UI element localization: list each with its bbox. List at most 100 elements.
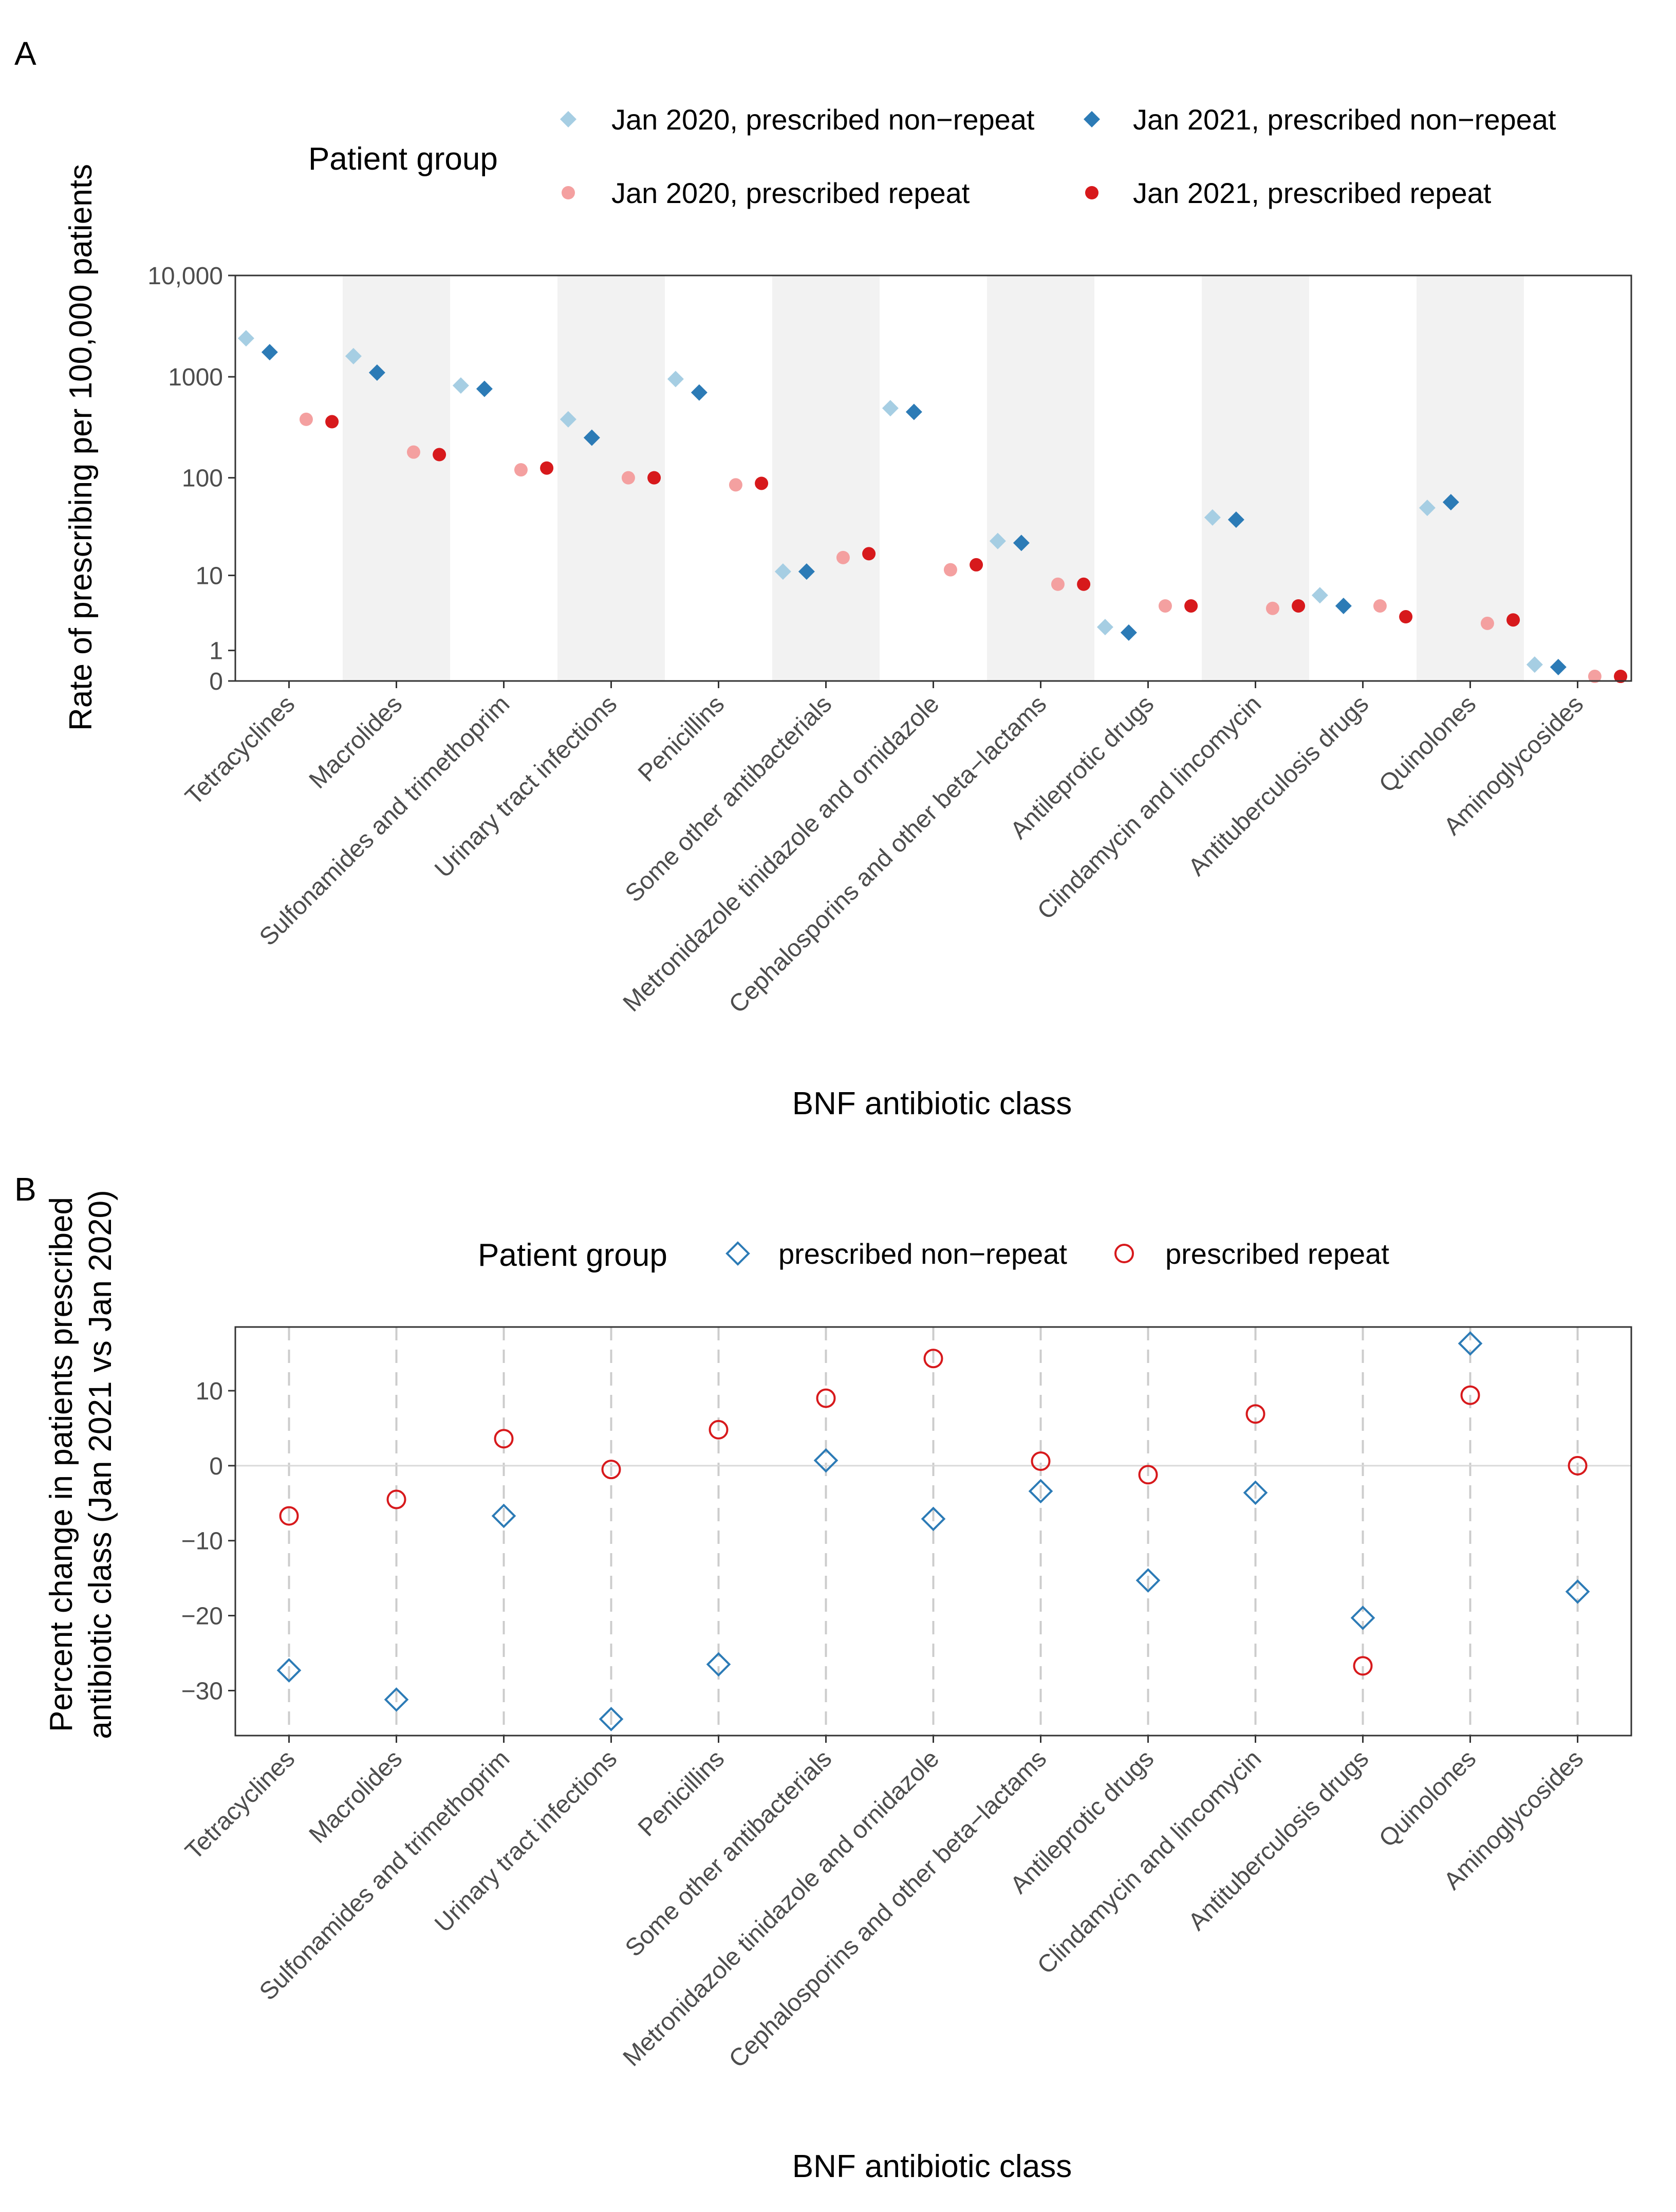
panel-a-point-repeat-2020-sulfonamides-and-trimethoprim[interactable] (514, 463, 528, 477)
panel-b-x-label-some-other-antibacterials: Some other antibacterials (620, 1745, 837, 1962)
panel-b-point-open-circle-antileprotic-drugs[interactable] (1138, 1465, 1158, 1485)
legend-a-item-nonrepeat-2020[interactable]: Jan 2020, prescribed non−repeat (560, 103, 1035, 136)
panel-a-point-repeat-2020-urinary-tract-infections[interactable] (621, 471, 635, 485)
panel-a-x-label-antituberculosis-drugs: Antituberculosis drugs (1183, 690, 1374, 881)
panel-b-point-open-diamond-antituberculosis-drugs[interactable] (1350, 1606, 1375, 1630)
panel-a-point-repeat-2021-antituberculosis-drugs[interactable] (1399, 610, 1413, 624)
panel-b-point-open-circle-penicillins[interactable] (709, 1420, 729, 1440)
panel-a-point-repeat-2021-penicillins[interactable] (755, 476, 769, 490)
panel-a-point-nonrepeat-2021-metronidazole-tinidazole-and-ornidazole[interactable] (905, 403, 922, 420)
panel-b-point-open-diamond-tetracyclines[interactable] (276, 1658, 302, 1683)
panel-a-band-shade (1202, 275, 1309, 681)
panel-a-point-repeat-2020-metronidazole-tinidazole-and-ornidazole[interactable] (943, 563, 957, 577)
panel-a-point-repeat-2020-penicillins[interactable] (729, 478, 742, 492)
panel-b-point-open-circle-clindamycin-and-lincomycin[interactable] (1245, 1404, 1265, 1424)
panel-a-point-nonrepeat-2021-penicillins[interactable] (691, 384, 707, 401)
legend-a-item-repeat-2020[interactable]: Jan 2020, prescribed repeat (562, 177, 970, 209)
panel-a-point-nonrepeat-2021-antituberculosis-drugs[interactable] (1335, 597, 1352, 614)
panel-b-point-open-circle-aminoglycosides[interactable] (1568, 1455, 1588, 1476)
panel-a-point-repeat-2020-some-other-antibacterials[interactable] (836, 550, 850, 564)
panel-a-point-nonrepeat-2020-tetracyclines[interactable] (237, 330, 254, 347)
panel-b-y-axis-title-line-1: Percent change in patients prescribed (44, 1197, 79, 1732)
panel-a-point-nonrepeat-2020-antileprotic-drugs[interactable] (1096, 619, 1113, 636)
legend-a-item-repeat-2021[interactable]: Jan 2021, prescribed repeat (1085, 177, 1492, 209)
panel-b-point-open-circle-some-other-antibacterials[interactable] (816, 1388, 836, 1408)
panel-b-point-open-diamond-clindamycin-and-lincomycin[interactable] (1243, 1480, 1268, 1505)
panel-a-point-repeat-2021-aminoglycosides[interactable] (1614, 670, 1628, 684)
legend-b-title: Patient group (478, 1238, 667, 1273)
panel-a-point-repeat-2021-some-other-antibacterials[interactable] (862, 547, 876, 561)
panel-a-point-nonrepeat-2021-urinary-tract-infections[interactable] (583, 429, 600, 446)
panel-a-y-tick-label: 0 (209, 668, 223, 695)
panel-b-point-open-circle-macrolides[interactable] (386, 1489, 406, 1509)
panel-b-point-open-diamond-sulfonamides-and-trimethoprim[interactable] (491, 1503, 516, 1528)
panel-a-point-nonrepeat-2020-some-other-antibacterials[interactable] (774, 563, 791, 580)
panel-b-point-open-diamond-cephalosporins-and-other-beta-lactams[interactable] (1028, 1479, 1053, 1504)
panel-b-point-open-diamond-macrolides[interactable] (384, 1687, 409, 1712)
legend-a-label-nonrepeat-2020: Jan 2020, prescribed non−repeat (611, 103, 1035, 136)
panel-a-point-repeat-2021-antileprotic-drugs[interactable] (1184, 599, 1198, 613)
legend-b: Patient group prescribed non−repeat pres… (478, 1238, 1389, 1273)
panel-a-point-nonrepeat-2021-some-other-antibacterials[interactable] (798, 563, 815, 580)
legend-a-item-nonrepeat-2021[interactable]: Jan 2021, prescribed non−repeat (1084, 103, 1556, 136)
panel-a-point-nonrepeat-2020-penicillins[interactable] (667, 371, 684, 388)
panel-a-point-nonrepeat-2021-tetracyclines[interactable] (261, 344, 278, 361)
panel-a-point-repeat-2021-tetracyclines[interactable] (325, 415, 339, 429)
panel-letter-a: A (14, 35, 36, 72)
panel-a-point-nonrepeat-2020-clindamycin-and-lincomycin[interactable] (1204, 509, 1221, 526)
panel-a-x-label-clindamycin-and-lincomycin: Clindamycin and lincomycin (1032, 690, 1267, 925)
panel-a-point-repeat-2020-cephalosporins-and-other-beta-lactams[interactable] (1051, 577, 1065, 591)
panel-b-point-open-diamond-penicillins[interactable] (706, 1652, 731, 1677)
panel-a-point-repeat-2021-sulfonamides-and-trimethoprim[interactable] (540, 461, 554, 475)
panel-a-point-repeat-2020-aminoglycosides[interactable] (1588, 670, 1601, 684)
panel-a-point-repeat-2020-antileprotic-drugs[interactable] (1158, 599, 1172, 613)
panel-a-point-repeat-2020-clindamycin-and-lincomycin[interactable] (1265, 601, 1279, 615)
panel-a-point-nonrepeat-2020-sulfonamides-and-trimethoprim[interactable] (452, 377, 469, 394)
panel-b-point-open-circle-tetracyclines[interactable] (279, 1506, 299, 1526)
panel-a-point-repeat-2021-urinary-tract-infections[interactable] (647, 471, 661, 485)
panel-b-point-open-circle-urinary-tract-infections[interactable] (601, 1460, 621, 1480)
panel-a-point-nonrepeat-2021-antileprotic-drugs[interactable] (1120, 624, 1137, 641)
panel-a-point-repeat-2020-macrolides[interactable] (406, 445, 420, 459)
panel-b-point-open-circle-metronidazole-tinidazole-and-ornidazole[interactable] (923, 1349, 943, 1369)
panel-b-point-open-circle-antituberculosis-drugs[interactable] (1353, 1656, 1373, 1676)
panel-b-point-open-circle-quinolones[interactable] (1460, 1385, 1480, 1405)
panel-a-point-repeat-2021-metronidazole-tinidazole-and-ornidazole[interactable] (970, 558, 983, 572)
panel-a-point-nonrepeat-2021-quinolones[interactable] (1442, 494, 1459, 511)
panel-a-y-tick-label: 1 (209, 638, 223, 665)
panel-a-point-nonrepeat-2021-sulfonamides-and-trimethoprim[interactable] (476, 380, 493, 397)
panel-b-point-open-diamond-antileprotic-drugs[interactable] (1135, 1568, 1161, 1593)
panel-b-x-label-quinolones: Quinolones (1374, 1745, 1481, 1852)
panel-b-point-open-circle-cephalosporins-and-other-beta-lactams[interactable] (1031, 1451, 1051, 1471)
panel-a-band-shade (343, 275, 450, 681)
panel-a-point-repeat-2020-tetracyclines[interactable] (299, 412, 313, 426)
panel-a-point-repeat-2020-antituberculosis-drugs[interactable] (1373, 599, 1387, 613)
panel-a-point-repeat-2021-quinolones[interactable] (1506, 613, 1520, 627)
panel-b-point-open-diamond-metronidazole-tinidazole-and-ornidazole[interactable] (921, 1506, 946, 1532)
panel-a-point-nonrepeat-2021-cephalosporins-and-other-beta-lactams[interactable] (1013, 534, 1030, 551)
panel-a-point-nonrepeat-2020-aminoglycosides[interactable] (1526, 656, 1543, 673)
panel-a-point-repeat-2021-clindamycin-and-lincomycin[interactable] (1292, 599, 1306, 613)
panel-b-y-tick-label: 0 (209, 1453, 223, 1480)
panel-a-point-nonrepeat-2020-cephalosporins-and-other-beta-lactams[interactable] (989, 532, 1006, 549)
panel-a-point-nonrepeat-2021-clindamycin-and-lincomycin[interactable] (1227, 511, 1244, 528)
panel-a: Patient group Jan 2020, prescribed non−r… (63, 103, 1632, 1121)
panel-b-point-open-circle-sulfonamides-and-trimethoprim[interactable] (494, 1429, 514, 1449)
panel-a-point-nonrepeat-2020-metronidazole-tinidazole-and-ornidazole[interactable] (882, 400, 899, 417)
panel-b-point-open-diamond-quinolones[interactable] (1458, 1331, 1483, 1356)
panel-b-point-open-diamond-urinary-tract-infections[interactable] (599, 1707, 624, 1731)
panel-a-point-repeat-2020-quinolones[interactable] (1480, 616, 1494, 630)
panel-a-point-repeat-2021-macrolides[interactable] (433, 448, 446, 462)
legend-b-item-repeat[interactable]: prescribed repeat (1114, 1238, 1389, 1270)
panel-b-point-open-diamond-aminoglycosides[interactable] (1565, 1579, 1590, 1604)
panel-a-point-nonrepeat-2020-macrolides[interactable] (345, 347, 362, 364)
panel-a-point-nonrepeat-2020-urinary-tract-infections[interactable] (560, 411, 576, 428)
panel-a-point-nonrepeat-2020-quinolones[interactable] (1419, 500, 1436, 517)
panel-a-point-nonrepeat-2021-aminoglycosides[interactable] (1550, 659, 1567, 676)
panel-b-x-label-tetracyclines: Tetracyclines (180, 1745, 301, 1865)
panel-a-point-nonrepeat-2021-macrolides[interactable] (368, 364, 385, 381)
panel-a-point-nonrepeat-2020-antituberculosis-drugs[interactable] (1311, 587, 1328, 604)
legend-b-item-nonrepeat[interactable]: prescribed non−repeat (725, 1238, 1067, 1270)
panel-b-point-open-diamond-some-other-antibacterials[interactable] (813, 1448, 839, 1473)
panel-a-point-repeat-2021-cephalosporins-and-other-beta-lactams[interactable] (1077, 577, 1091, 591)
